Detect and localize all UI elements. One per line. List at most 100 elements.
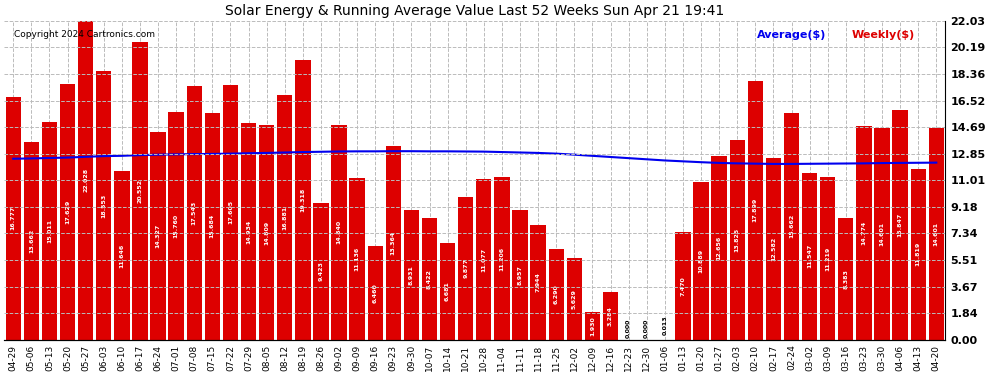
- Text: 11.136: 11.136: [354, 247, 359, 271]
- Text: 16.881: 16.881: [282, 206, 287, 230]
- Bar: [531, 225, 545, 340]
- Bar: [494, 177, 510, 340]
- Bar: [566, 258, 582, 340]
- Bar: [114, 171, 130, 340]
- Bar: [59, 84, 75, 340]
- Bar: [512, 210, 528, 340]
- Bar: [730, 140, 744, 340]
- Bar: [241, 123, 256, 340]
- Text: 12.582: 12.582: [771, 237, 776, 261]
- Bar: [386, 146, 401, 340]
- Text: Weekly($): Weekly($): [851, 30, 915, 40]
- Text: 11.547: 11.547: [807, 244, 812, 268]
- Text: Copyright 2024 Cartronics.com: Copyright 2024 Cartronics.com: [14, 30, 154, 39]
- Text: 17.629: 17.629: [65, 200, 70, 224]
- Text: 8.383: 8.383: [843, 269, 848, 289]
- Text: 14.774: 14.774: [861, 220, 866, 245]
- Title: Solar Energy & Running Average Value Last 52 Weeks Sun Apr 21 19:41: Solar Energy & Running Average Value Las…: [225, 4, 725, 18]
- Bar: [856, 126, 871, 340]
- Bar: [6, 97, 21, 340]
- Text: 0.000: 0.000: [644, 318, 649, 338]
- Bar: [205, 112, 220, 340]
- Text: 6.681: 6.681: [446, 281, 450, 301]
- Text: 7.944: 7.944: [536, 272, 541, 292]
- Text: 13.825: 13.825: [735, 228, 740, 252]
- Bar: [675, 231, 691, 340]
- Bar: [422, 218, 438, 340]
- Bar: [458, 197, 473, 340]
- Text: 14.601: 14.601: [879, 222, 884, 246]
- Text: 22.028: 22.028: [83, 168, 88, 192]
- Text: 1.930: 1.930: [590, 316, 595, 336]
- Text: 17.605: 17.605: [228, 200, 233, 224]
- Bar: [133, 42, 148, 340]
- Text: 7.470: 7.470: [680, 276, 685, 296]
- Text: 14.327: 14.327: [155, 224, 160, 248]
- Text: 6.460: 6.460: [372, 283, 378, 303]
- Bar: [78, 21, 93, 340]
- Bar: [802, 172, 818, 340]
- Bar: [404, 210, 419, 340]
- Bar: [548, 249, 564, 340]
- Text: 11.206: 11.206: [499, 246, 505, 271]
- Text: 0.000: 0.000: [626, 318, 631, 338]
- Bar: [603, 292, 618, 340]
- Text: 11.219: 11.219: [826, 246, 831, 271]
- Bar: [892, 110, 908, 340]
- Text: 18.553: 18.553: [101, 193, 106, 217]
- Bar: [223, 85, 239, 340]
- Text: 14.601: 14.601: [934, 222, 939, 246]
- Text: 15.011: 15.011: [47, 219, 51, 243]
- Bar: [150, 132, 165, 340]
- Text: 15.847: 15.847: [898, 213, 903, 237]
- Bar: [349, 178, 364, 340]
- Bar: [874, 128, 890, 340]
- Bar: [693, 182, 709, 340]
- Text: 13.364: 13.364: [391, 231, 396, 255]
- Text: 3.284: 3.284: [608, 306, 613, 326]
- Text: 8.422: 8.422: [427, 269, 432, 289]
- Bar: [277, 95, 292, 340]
- Bar: [96, 71, 112, 340]
- Text: 11.077: 11.077: [481, 248, 486, 272]
- Bar: [747, 81, 763, 340]
- Bar: [186, 86, 202, 340]
- Text: 8.931: 8.931: [409, 265, 414, 285]
- Bar: [839, 218, 853, 340]
- Bar: [712, 156, 727, 340]
- Text: 17.899: 17.899: [752, 198, 757, 222]
- Bar: [332, 125, 346, 340]
- Text: 13.662: 13.662: [29, 229, 34, 253]
- Text: 15.684: 15.684: [210, 214, 215, 238]
- Bar: [313, 203, 329, 340]
- Text: 17.543: 17.543: [192, 201, 197, 225]
- Text: 15.662: 15.662: [789, 214, 794, 238]
- Text: 14.809: 14.809: [264, 220, 269, 245]
- Bar: [259, 125, 274, 340]
- Text: 11.819: 11.819: [916, 242, 921, 266]
- Bar: [440, 243, 455, 340]
- Bar: [765, 158, 781, 340]
- Text: 8.957: 8.957: [518, 265, 523, 285]
- Bar: [476, 179, 491, 340]
- Bar: [24, 142, 39, 340]
- Text: 20.552: 20.552: [138, 179, 143, 203]
- Text: 15.760: 15.760: [173, 213, 178, 238]
- Text: 14.934: 14.934: [246, 219, 251, 244]
- Text: 10.889: 10.889: [699, 249, 704, 273]
- Bar: [585, 312, 600, 340]
- Text: 19.318: 19.318: [300, 188, 305, 212]
- Text: 12.656: 12.656: [717, 236, 722, 260]
- Text: Average($): Average($): [757, 30, 827, 40]
- Text: 11.646: 11.646: [120, 243, 125, 267]
- Text: 9.877: 9.877: [463, 258, 468, 278]
- Text: 0.013: 0.013: [662, 316, 667, 335]
- Bar: [295, 60, 311, 340]
- Bar: [929, 128, 944, 340]
- Text: 9.423: 9.423: [319, 261, 324, 281]
- Bar: [820, 177, 836, 340]
- Text: 5.629: 5.629: [572, 289, 577, 309]
- Bar: [42, 122, 57, 340]
- Text: 14.840: 14.840: [337, 220, 342, 245]
- Bar: [784, 113, 799, 340]
